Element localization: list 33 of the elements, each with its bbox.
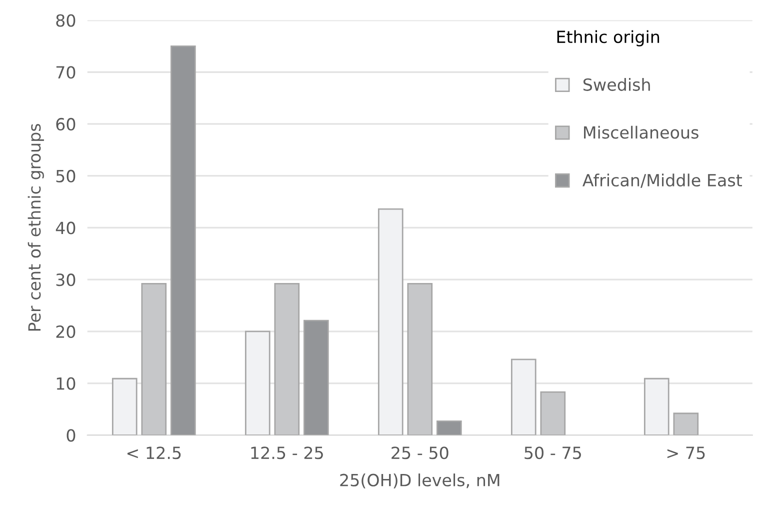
y-tick-label: 0 bbox=[66, 429, 76, 442]
x-tick-label: 12.5 - 25 bbox=[251, 446, 323, 460]
legend-label: Miscellaneous bbox=[584, 126, 698, 139]
x-tick-label: 25 - 50 bbox=[392, 446, 448, 460]
y-tick-label: 40 bbox=[56, 222, 76, 234]
bar bbox=[112, 378, 138, 436]
bar bbox=[510, 358, 536, 436]
y-tick-label: 20 bbox=[56, 325, 76, 338]
bar bbox=[644, 378, 670, 436]
x-tick-label: < 12.5 bbox=[127, 446, 181, 460]
bar bbox=[407, 283, 433, 436]
bar bbox=[170, 45, 196, 436]
legend-title: Ethnic origin bbox=[557, 30, 660, 46]
bar bbox=[540, 391, 566, 436]
y-tick-label: 80 bbox=[56, 14, 76, 27]
legend-label: African/Middle East bbox=[582, 174, 742, 188]
bar bbox=[673, 412, 699, 436]
y-tick-label: 70 bbox=[56, 66, 76, 79]
x-tick-label: > 75 bbox=[667, 446, 705, 460]
bar bbox=[378, 208, 404, 436]
y-tick-label: 10 bbox=[56, 377, 76, 390]
x-axis-title: 25(OH)D levels, nM bbox=[340, 474, 500, 488]
bar bbox=[274, 283, 300, 436]
y-tick-label: 50 bbox=[56, 170, 76, 182]
x-tick-label: 50 - 75 bbox=[524, 446, 581, 460]
bar bbox=[244, 330, 270, 436]
y-tick-label: 30 bbox=[56, 274, 76, 286]
bar bbox=[141, 283, 167, 436]
y-tick-label: 60 bbox=[56, 118, 76, 131]
legend-label: Swedish bbox=[583, 78, 650, 91]
bar bbox=[436, 420, 462, 436]
bar bbox=[303, 320, 329, 436]
y-axis-title: Per cent of ethnic groups bbox=[28, 124, 44, 331]
